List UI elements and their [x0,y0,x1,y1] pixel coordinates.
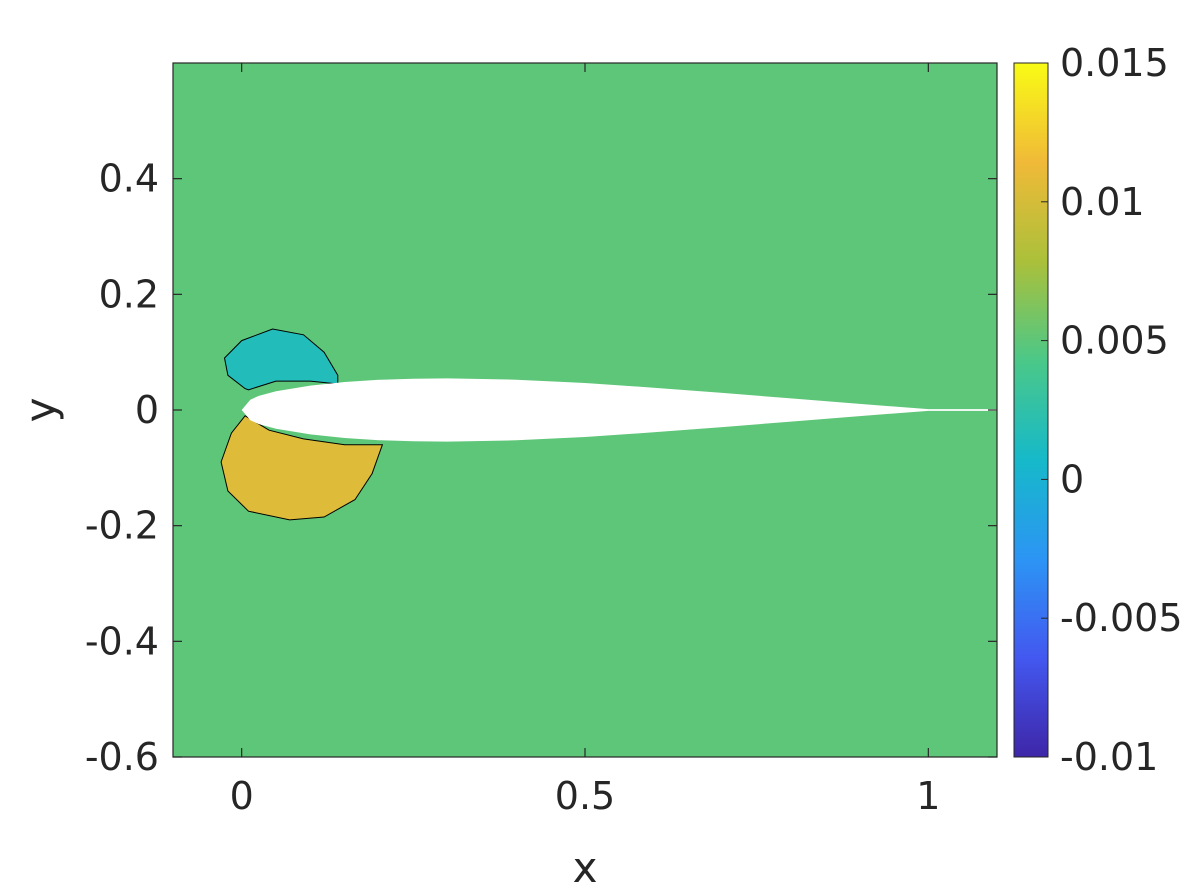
y-tick-label: -0.4 [85,619,159,663]
colorbar-tick-label: -0.005 [1060,596,1183,640]
region-lower-lobe [220,415,384,521]
region-upper-lobe [223,328,339,391]
airfoil-shape [241,378,997,442]
colorbar-tick-label: 0.01 [1060,180,1145,224]
plot-area [173,63,997,757]
colorbar-tick-label: 0.015 [1060,41,1169,85]
x-tick-label: 0.5 [555,774,615,818]
colorbar: 0.015 0.01 0.005 0 -0.005 -0.01 [1013,41,1183,779]
regions-layer [220,328,384,521]
colorbar-ticks: 0.015 0.01 0.005 0 -0.005 -0.01 [1041,41,1183,779]
colorbar-tick-label: 0.005 [1060,319,1169,363]
colorbar-tick-label: -0.01 [1060,735,1158,779]
colorbar-tick-label: 0 [1060,457,1084,501]
y-tick-label: 0.4 [99,157,159,201]
x-ticks: 0 0.5 1 [230,63,940,818]
y-tick-label: -0.6 [85,735,159,779]
x-tick-label: 0 [230,774,254,818]
y-axis-label: y [16,398,65,423]
y-ticks: 0.4 0.2 0 -0.2 -0.4 -0.6 [85,157,997,779]
y-tick-label: -0.2 [85,504,159,548]
x-tick-label: 1 [916,774,940,818]
colorbar-gradient [1013,62,1049,758]
x-axis-label: x [573,843,598,891]
y-tick-label: 0 [135,388,159,432]
y-tick-label: 0.2 [99,272,159,316]
